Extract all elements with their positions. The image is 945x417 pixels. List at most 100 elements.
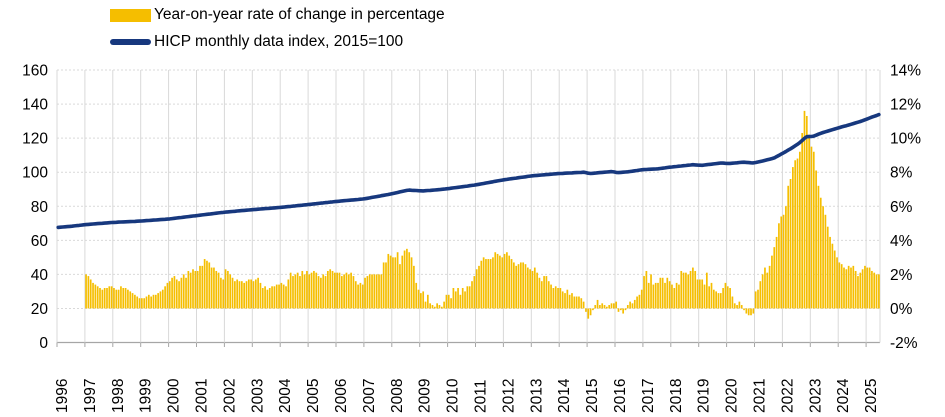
yoy-bar (675, 282, 678, 309)
yoy-bar (550, 284, 552, 309)
x-tick-label: 2009 (417, 379, 434, 413)
yoy-bar (552, 288, 555, 309)
yoy-bar (652, 284, 655, 309)
yoy-bar (285, 286, 287, 309)
yoy-bar (389, 255, 392, 309)
yoy-bar (822, 206, 824, 309)
yoy-bar (136, 296, 139, 309)
yoy-bar (801, 133, 804, 309)
y-right-tick-label: 10% (890, 131, 921, 148)
yoy-bar (275, 284, 278, 309)
yoy-bar (850, 267, 852, 309)
yoy-bar (787, 185, 790, 309)
y-left-tick-label: 20 (31, 301, 49, 318)
yoy-bar (306, 270, 308, 309)
yoy-bar (538, 277, 541, 309)
yoy-bar (475, 269, 478, 309)
yoy-bar (754, 291, 757, 309)
yoy-bar (482, 257, 485, 309)
yoy-bar (385, 262, 387, 309)
yoy-bar (396, 252, 399, 309)
yoy-bar (264, 286, 266, 309)
yoy-bar (878, 274, 880, 309)
yoy-bar (154, 294, 157, 309)
x-tick-label: 2022 (779, 379, 796, 413)
yoy-bar (245, 281, 248, 309)
yoy-bar (410, 257, 413, 309)
yoy-bar (231, 277, 234, 309)
legend-item-bars: Year-on-year rate of change in percentag… (110, 6, 445, 23)
yoy-bar (359, 282, 362, 309)
yoy-bar (196, 270, 199, 309)
yoy-bar (257, 277, 259, 309)
yoy-bar (315, 272, 318, 309)
yoy-bar (387, 253, 390, 309)
hicp-index-line (56, 112, 881, 230)
yoy-bar (234, 281, 236, 309)
yoy-bar (157, 293, 159, 309)
yoy-bar (836, 257, 838, 309)
yoy-bar (401, 255, 404, 309)
x-tick-label: 2005 (305, 379, 322, 413)
yoy-bar (798, 151, 801, 309)
yoy-bar (159, 291, 162, 309)
yoy-bar (478, 265, 480, 309)
y-right-tick-label: 14% (890, 63, 921, 80)
yoy-bar (185, 277, 187, 309)
yoy-bar (192, 269, 194, 309)
yoy-bar (782, 214, 785, 309)
yoy-bar (85, 274, 87, 309)
x-tick-label: 2010 (445, 378, 462, 413)
yoy-bar (619, 308, 622, 311)
x-tick-label: 2004 (277, 378, 294, 413)
yoy-bar (189, 272, 192, 309)
yoy-bar (147, 294, 150, 309)
yoy-bar (582, 301, 585, 309)
yoy-bar (847, 265, 850, 309)
yoy-bar (371, 274, 373, 309)
yoy-bar (794, 160, 797, 309)
yoy-bar (812, 151, 815, 309)
yoy-bar (380, 274, 383, 309)
yoy-bar (640, 289, 643, 309)
yoy-bar (766, 272, 769, 309)
yoy-bar (819, 197, 822, 309)
yoy-bar (561, 291, 564, 309)
yoy-bar (617, 308, 620, 312)
yoy-bar (731, 296, 734, 309)
yoy-bar (499, 255, 501, 309)
x-tick-label: 1998 (110, 379, 127, 413)
yoy-bar (459, 294, 462, 309)
yoy-bar (526, 267, 529, 309)
yoy-bar (175, 279, 178, 309)
yoy-bar (187, 270, 190, 309)
yoy-bar (224, 269, 227, 309)
x-tick-label: 2002 (221, 379, 238, 413)
yoy-bar (629, 301, 631, 309)
yoy-bar (603, 305, 606, 309)
y-left-tick-label: 0 (39, 335, 48, 352)
yoy-bar (587, 308, 590, 319)
yoy-bar (659, 277, 662, 309)
yoy-bar (510, 259, 513, 309)
y-left-tick-label: 120 (22, 131, 48, 148)
yoy-bar (829, 236, 831, 309)
yoy-bar (127, 289, 129, 309)
yoy-bar (678, 284, 680, 309)
y-right-tick-label: 6% (890, 199, 913, 216)
y-right-tick-label: 8% (890, 165, 913, 182)
yoy-bar (692, 267, 694, 309)
yoy-bar (320, 277, 322, 309)
yoy-bar (722, 288, 724, 309)
yoy-bar (610, 303, 613, 309)
x-tick-label: 2024 (835, 378, 852, 413)
yoy-bar (89, 279, 92, 309)
yoy-bar (564, 293, 566, 309)
yoy-bar (875, 274, 878, 309)
yoy-bar (382, 262, 385, 309)
yoy-bar (645, 270, 648, 309)
yoy-bar (361, 284, 364, 309)
yoy-bar (194, 270, 197, 309)
yoy-bar (803, 110, 806, 309)
x-tick-label: 2014 (556, 378, 573, 413)
